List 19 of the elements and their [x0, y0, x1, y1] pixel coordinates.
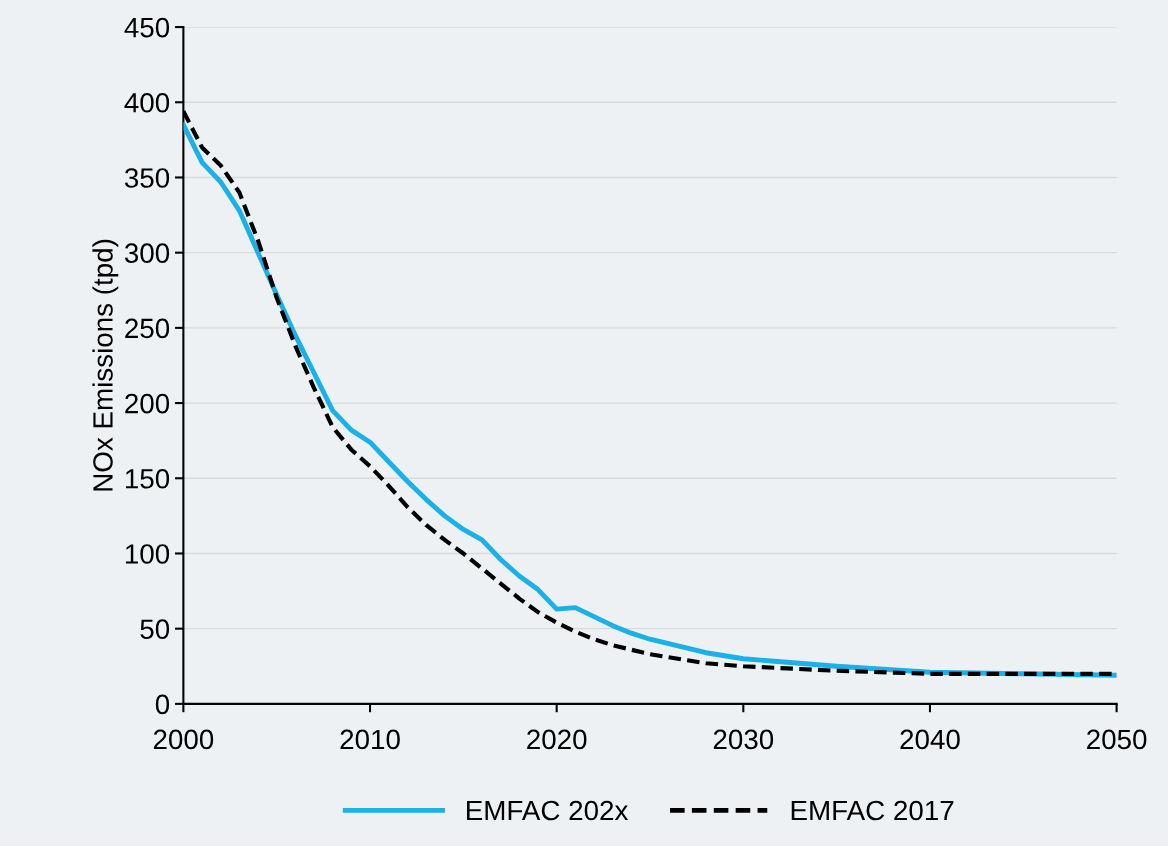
y-tick-label: 300 — [124, 243, 170, 264]
y-tick-label: 250 — [125, 318, 170, 339]
y-tick-label: 350 — [124, 168, 170, 188]
x-tick-label: 2040 — [900, 729, 960, 750]
legend-label: EMFAC 2017 — [791, 800, 954, 821]
x-tick-label: 2010 — [340, 729, 400, 750]
y-tick-label: 100 — [125, 544, 170, 564]
legend-label: EMFAC 202x — [467, 800, 629, 821]
y-tick-label: 50 — [140, 619, 170, 640]
y-tick-label: 200 — [125, 393, 170, 414]
x-tick-label: 2030 — [713, 729, 774, 750]
y-axis-title: NOx Emissions (tpd) — [92, 239, 119, 491]
x-tick-label: 2050 — [1087, 729, 1147, 750]
y-tick-label: 150 — [125, 468, 170, 489]
y-tick-label: 0 — [155, 694, 170, 715]
y-tick-label: 400 — [124, 92, 170, 113]
x-tick-label: 2000 — [153, 729, 214, 750]
y-tick-label: 450 — [124, 17, 170, 38]
x-tick-label: 2020 — [527, 729, 587, 750]
